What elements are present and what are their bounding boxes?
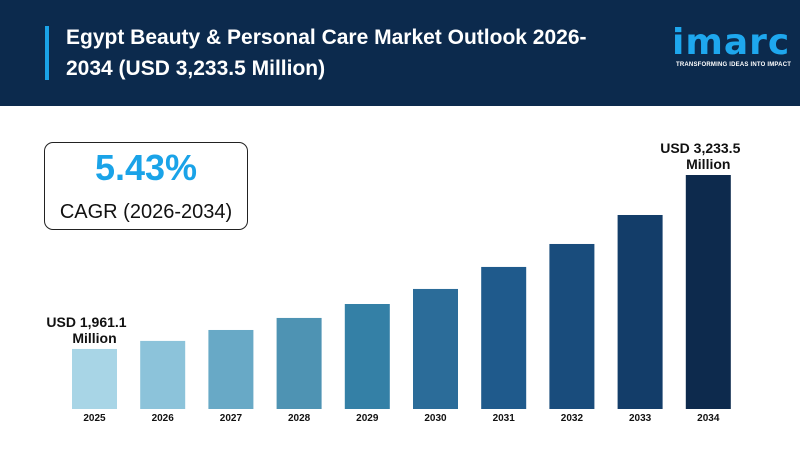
data-label-2025: USD 1,961.1	[46, 314, 126, 330]
bar-2031	[481, 266, 527, 409]
bar-2028	[276, 317, 322, 409]
data-label-unit-2034: Million	[686, 156, 730, 172]
x-tick-label: 2027	[220, 413, 243, 424]
bar-2030	[413, 288, 458, 409]
x-tick-label: 2031	[493, 413, 516, 424]
bar-2034	[685, 175, 731, 409]
x-tick-label: 2026	[152, 413, 175, 424]
x-tick-label: 2032	[561, 413, 584, 424]
x-tick-label: 2034	[697, 413, 720, 424]
bar-2033	[617, 214, 663, 409]
x-tick-label: 2028	[288, 413, 311, 424]
bar-2029	[344, 303, 390, 409]
x-tick-label: 2025	[83, 413, 106, 424]
cagr-label: CAGR (2026-2034)	[59, 201, 233, 223]
x-tick-label: 2033	[629, 413, 652, 424]
imarc-logo: imarc	[672, 22, 791, 63]
cagr-value: 5.43%	[94, 147, 198, 188]
x-tick-label: 2029	[356, 413, 379, 424]
header-banner: Egypt Beauty & Personal Care Market Outl…	[0, 0, 800, 106]
cagr-box: 5.43% CAGR (2026-2034)	[44, 142, 248, 230]
x-tick-label: 2030	[424, 413, 447, 424]
logo-tagline: TRANSFORMING IDEAS INTO IMPACT	[676, 62, 792, 68]
page-title: Egypt Beauty & Personal Care Market Outl…	[66, 26, 587, 80]
bar-2032	[549, 243, 595, 409]
data-label-unit-2025: Million	[72, 330, 116, 346]
bar-2025	[72, 348, 117, 409]
bar-2026	[140, 340, 186, 409]
title-accent-bar	[45, 26, 49, 80]
data-label-2034: USD 3,233.5	[660, 140, 740, 156]
bar-2027	[208, 329, 254, 409]
